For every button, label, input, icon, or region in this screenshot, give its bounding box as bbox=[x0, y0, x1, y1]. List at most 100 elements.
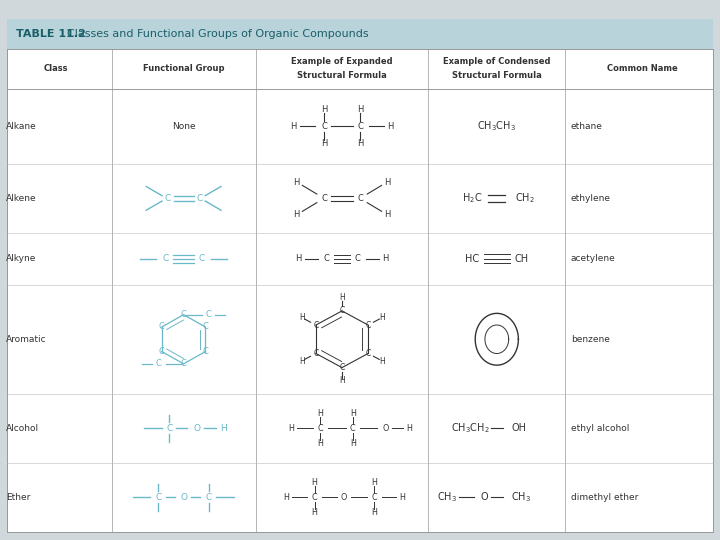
Text: H: H bbox=[350, 409, 356, 418]
Text: Example of Expanded: Example of Expanded bbox=[291, 57, 393, 66]
Text: H: H bbox=[318, 439, 323, 448]
Text: Alcohol: Alcohol bbox=[6, 424, 39, 433]
Text: C: C bbox=[357, 194, 363, 203]
Text: C: C bbox=[321, 194, 327, 203]
Text: Alkane: Alkane bbox=[6, 122, 37, 131]
Text: H: H bbox=[294, 210, 300, 219]
Text: C: C bbox=[165, 194, 171, 203]
Text: H: H bbox=[357, 105, 363, 114]
Text: H: H bbox=[387, 122, 393, 131]
Text: C: C bbox=[181, 310, 186, 319]
Text: O: O bbox=[180, 493, 187, 502]
Text: Classes and Functional Groups of Organic Compounds: Classes and Functional Groups of Organic… bbox=[60, 29, 369, 39]
Text: $\rm CH_3$: $\rm CH_3$ bbox=[437, 490, 457, 504]
Text: ethyl alcohol: ethyl alcohol bbox=[571, 424, 629, 433]
Text: C: C bbox=[156, 493, 161, 502]
Text: C: C bbox=[313, 349, 318, 358]
Text: H: H bbox=[399, 493, 405, 502]
Text: C: C bbox=[313, 321, 318, 329]
Text: C: C bbox=[350, 424, 356, 433]
Text: $\rm CH_3$: $\rm CH_3$ bbox=[511, 490, 531, 504]
Text: Ether: Ether bbox=[6, 493, 30, 502]
Text: OH: OH bbox=[511, 423, 526, 434]
Text: H: H bbox=[296, 254, 302, 263]
Text: ethane: ethane bbox=[571, 122, 603, 131]
Text: C: C bbox=[366, 321, 371, 329]
Text: C: C bbox=[159, 347, 165, 356]
Text: $\rm H_2C$: $\rm H_2C$ bbox=[462, 192, 482, 205]
Text: H: H bbox=[379, 356, 385, 366]
Text: H: H bbox=[312, 508, 318, 517]
Text: C: C bbox=[366, 349, 371, 358]
Text: Class: Class bbox=[43, 64, 68, 73]
Text: Common Name: Common Name bbox=[607, 64, 678, 73]
Text: H: H bbox=[406, 424, 412, 433]
Text: H: H bbox=[339, 293, 345, 302]
Text: C: C bbox=[202, 347, 208, 356]
Text: H: H bbox=[294, 178, 300, 187]
Text: C: C bbox=[323, 254, 329, 263]
Text: CH: CH bbox=[515, 254, 529, 264]
Text: C: C bbox=[159, 322, 165, 332]
Text: Alkene: Alkene bbox=[6, 194, 37, 203]
Text: HC: HC bbox=[464, 254, 479, 264]
Text: C: C bbox=[355, 254, 361, 263]
Text: O: O bbox=[341, 493, 347, 502]
Text: C: C bbox=[312, 493, 318, 502]
Text: C: C bbox=[156, 359, 161, 368]
Text: C: C bbox=[163, 254, 168, 263]
Text: H: H bbox=[339, 376, 345, 385]
Text: H: H bbox=[384, 210, 390, 219]
Text: $\rm CH_3CH_3$: $\rm CH_3CH_3$ bbox=[477, 119, 516, 133]
Text: C: C bbox=[181, 359, 186, 368]
Text: ethylene: ethylene bbox=[571, 194, 611, 203]
Text: H: H bbox=[289, 424, 294, 433]
Text: Structural Formula: Structural Formula bbox=[297, 71, 387, 80]
Text: H: H bbox=[350, 439, 356, 448]
Text: dimethyl ether: dimethyl ether bbox=[571, 493, 639, 502]
Text: Structural Formula: Structural Formula bbox=[452, 71, 541, 80]
Text: H: H bbox=[372, 508, 377, 517]
Text: O: O bbox=[193, 424, 200, 433]
Text: C: C bbox=[357, 122, 363, 131]
Text: Example of Condensed: Example of Condensed bbox=[443, 57, 551, 66]
Text: H: H bbox=[321, 105, 327, 114]
Text: C: C bbox=[199, 254, 204, 263]
Text: C: C bbox=[206, 310, 212, 319]
Text: H: H bbox=[299, 313, 305, 322]
Text: Functional Group: Functional Group bbox=[143, 64, 225, 73]
Text: $\rm CH_3CH_2$: $\rm CH_3CH_2$ bbox=[451, 422, 490, 435]
Text: H: H bbox=[291, 122, 297, 131]
Text: C: C bbox=[321, 122, 327, 131]
Text: C: C bbox=[372, 493, 377, 502]
Text: H: H bbox=[312, 478, 318, 487]
Text: H: H bbox=[379, 313, 385, 322]
Text: C: C bbox=[166, 424, 172, 433]
Text: Aromatic: Aromatic bbox=[6, 335, 46, 344]
Text: None: None bbox=[172, 122, 195, 131]
Text: H: H bbox=[220, 424, 227, 433]
Text: $\rm CH_2$: $\rm CH_2$ bbox=[515, 192, 534, 205]
FancyBboxPatch shape bbox=[7, 49, 713, 532]
Text: O: O bbox=[382, 424, 388, 433]
Text: C: C bbox=[197, 194, 202, 203]
Text: Alkyne: Alkyne bbox=[6, 254, 36, 263]
Text: H: H bbox=[382, 254, 388, 263]
Text: H: H bbox=[283, 493, 289, 502]
Text: H: H bbox=[384, 178, 390, 187]
Text: benzene: benzene bbox=[571, 335, 610, 344]
Text: H: H bbox=[318, 409, 323, 418]
Text: C: C bbox=[318, 424, 323, 433]
Text: C: C bbox=[202, 322, 208, 332]
Text: C: C bbox=[206, 493, 212, 502]
Text: C: C bbox=[339, 306, 345, 315]
Text: C: C bbox=[339, 363, 345, 372]
Text: H: H bbox=[299, 356, 305, 366]
Text: H: H bbox=[372, 478, 377, 487]
Text: H: H bbox=[321, 139, 327, 148]
Text: O: O bbox=[480, 492, 487, 502]
Text: acetylene: acetylene bbox=[571, 254, 616, 263]
Text: H: H bbox=[357, 139, 363, 148]
FancyBboxPatch shape bbox=[7, 19, 713, 49]
Text: TABLE 11.2: TABLE 11.2 bbox=[16, 29, 86, 39]
